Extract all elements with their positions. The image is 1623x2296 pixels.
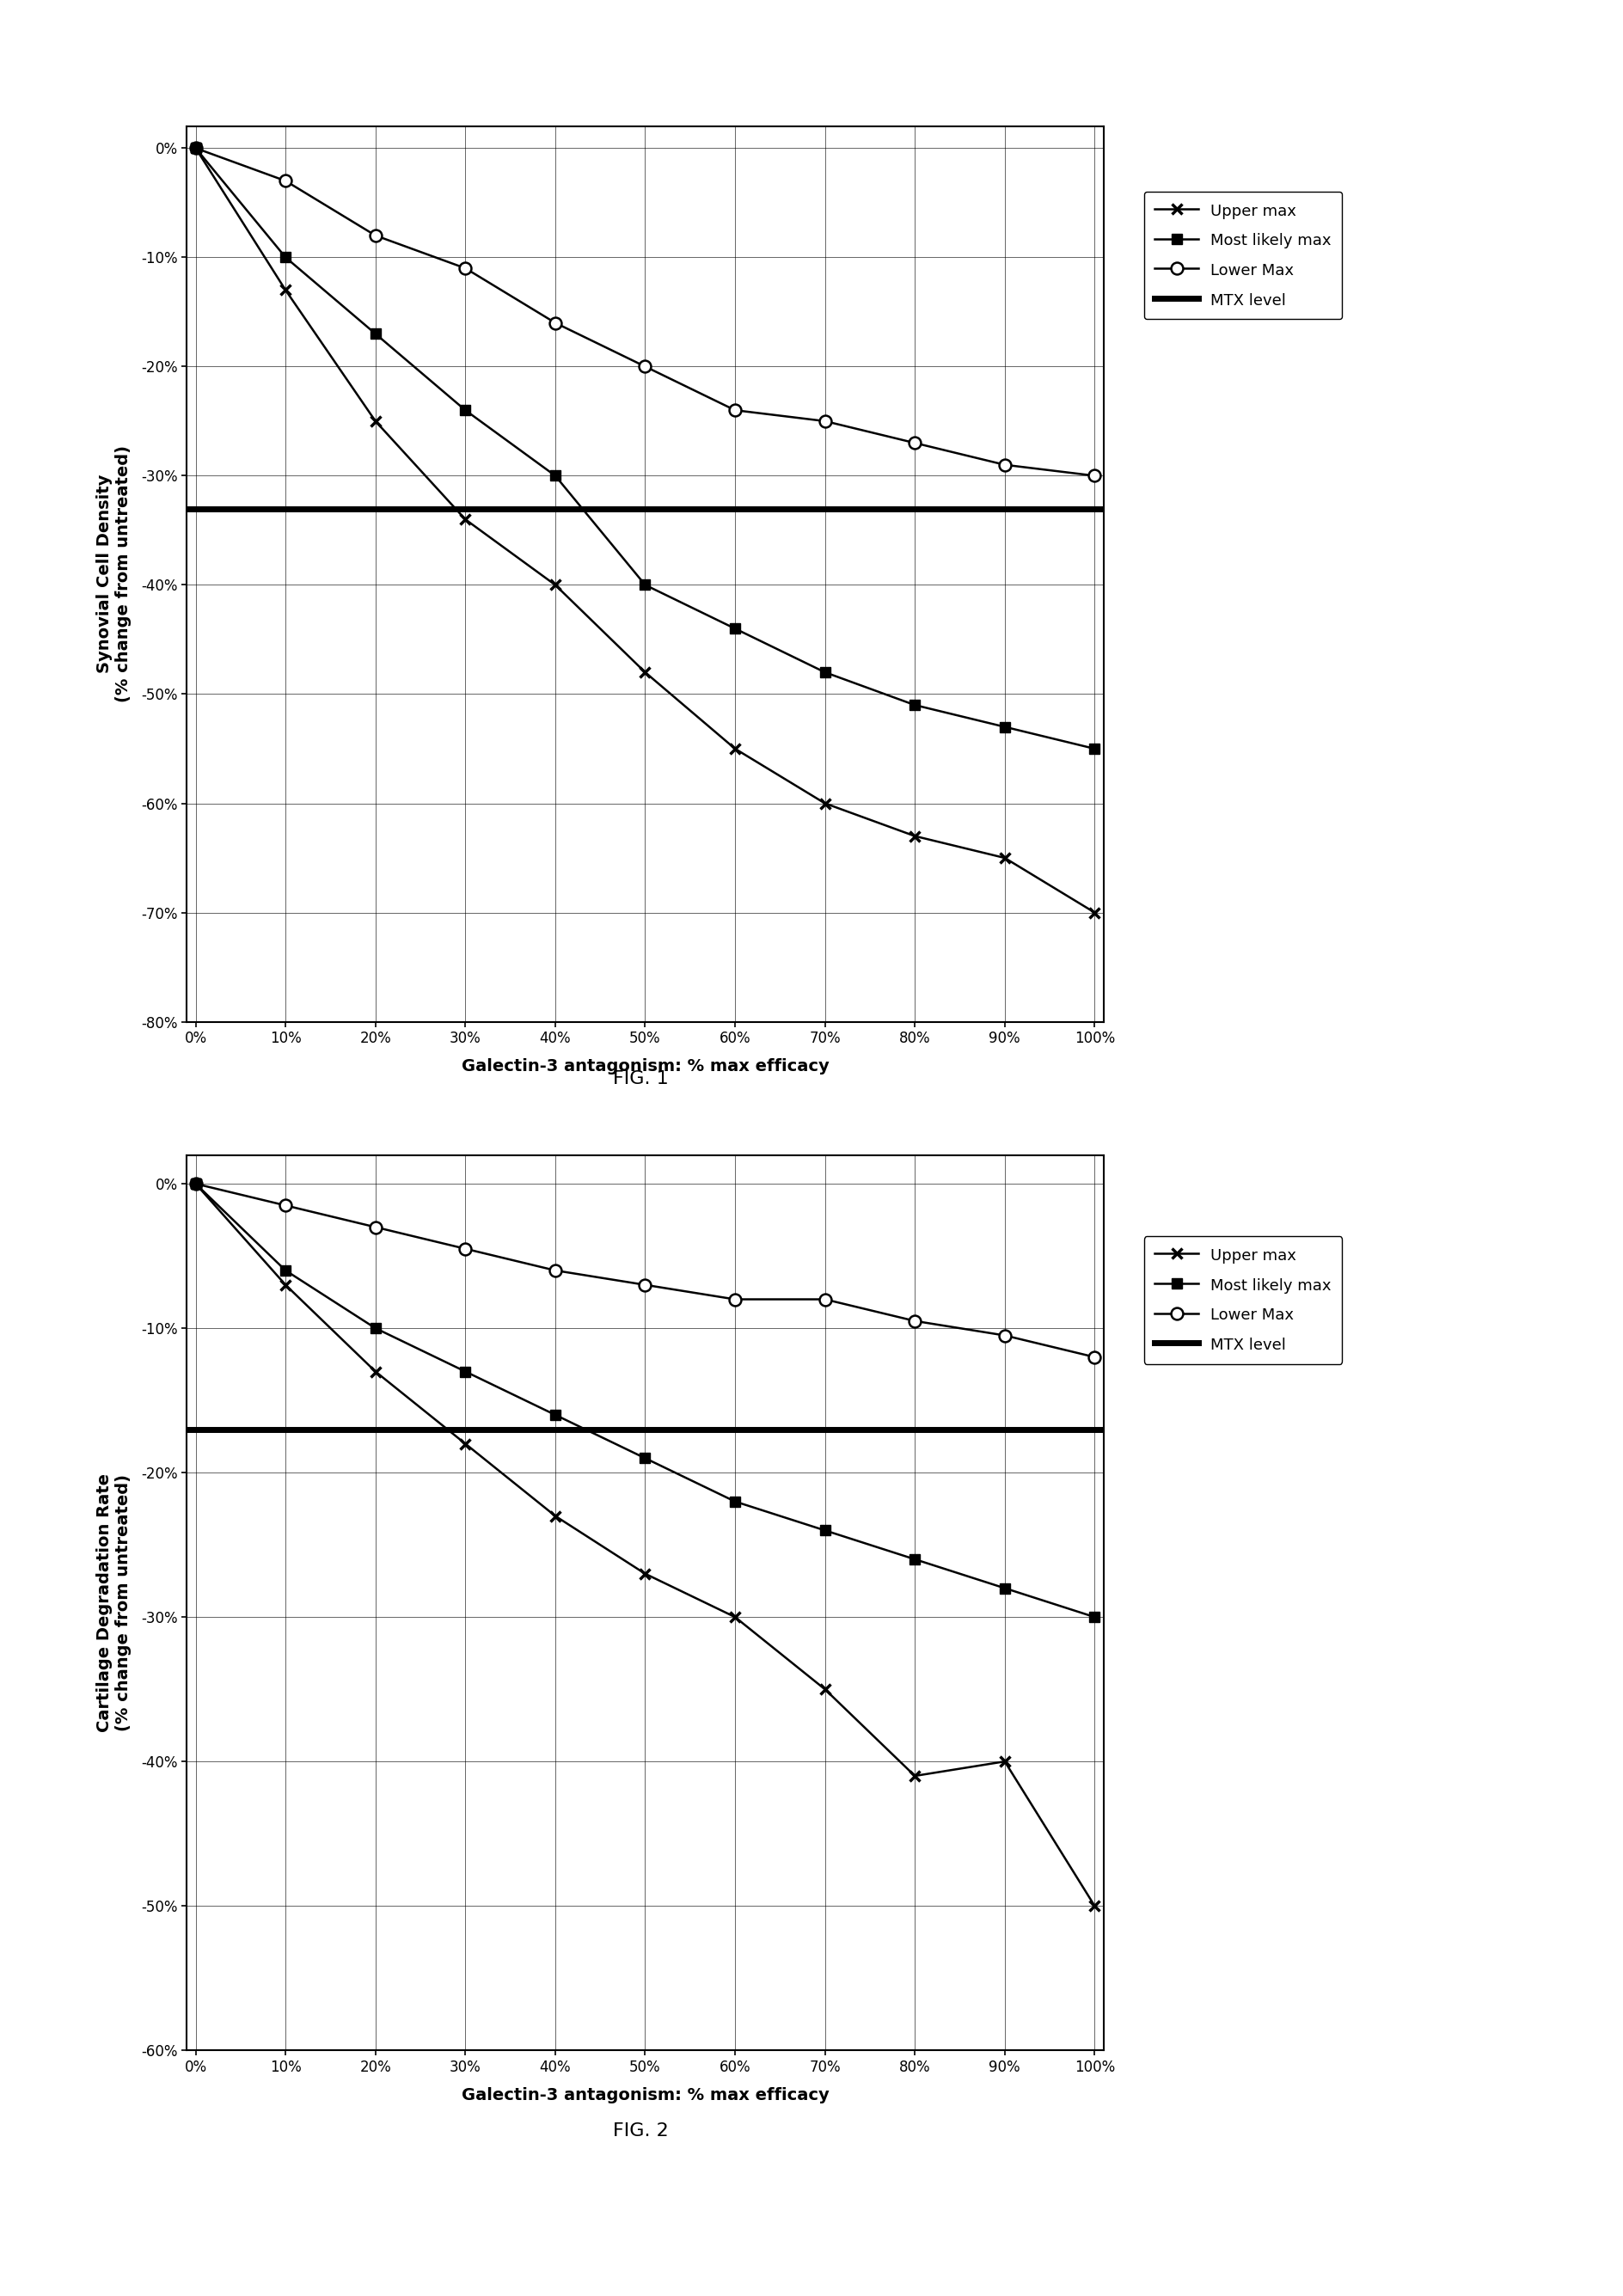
Most likely max: [635, 1444, 654, 1472]
Lower Max: [995, 450, 1014, 478]
Line: Upper max: Upper max: [190, 1178, 1100, 1910]
X-axis label: Galectin-3 antagonism: % max efficacy: Galectin-3 antagonism: % max efficacy: [461, 2087, 829, 2103]
Upper max: [456, 505, 476, 533]
Most likely max: [276, 1256, 295, 1283]
Upper max: [1084, 898, 1104, 925]
Line: Lower Max: Lower Max: [190, 142, 1100, 482]
Most likely max: [815, 659, 834, 687]
Line: Lower Max: Lower Max: [190, 1178, 1100, 1364]
Lower Max: [815, 406, 834, 434]
MTX level: [187, 1417, 206, 1444]
Most likely max: [995, 1575, 1014, 1603]
Upper max: [187, 1171, 206, 1199]
Upper max: [365, 406, 385, 434]
Upper max: [815, 1676, 834, 1704]
Upper max: [815, 790, 834, 817]
Most likely max: [545, 461, 565, 489]
Upper max: [276, 276, 295, 303]
Most likely max: [545, 1401, 565, 1428]
MTX level: [187, 494, 206, 521]
MTX level: [195, 1417, 214, 1444]
Lower Max: [456, 1235, 476, 1263]
Lower Max: [635, 1272, 654, 1300]
Line: Most likely max: Most likely max: [192, 142, 1099, 753]
Most likely max: [635, 572, 654, 599]
Lower Max: [545, 310, 565, 338]
Line: Most likely max: Most likely max: [192, 1180, 1099, 1621]
Most likely max: [187, 135, 206, 163]
Lower Max: [545, 1256, 565, 1283]
Lower Max: [725, 1286, 745, 1313]
Most likely max: [365, 1313, 385, 1341]
Upper max: [635, 659, 654, 687]
X-axis label: Galectin-3 antagonism: % max efficacy: Galectin-3 antagonism: % max efficacy: [461, 1058, 829, 1075]
Upper max: [906, 1761, 925, 1789]
Upper max: [906, 822, 925, 850]
Lower Max: [365, 223, 385, 250]
Lower Max: [187, 1171, 206, 1199]
Most likely max: [1084, 1603, 1104, 1630]
Most likely max: [276, 243, 295, 271]
Y-axis label: Cartilage Degradation Rate
(% change from untreated): Cartilage Degradation Rate (% change fro…: [96, 1474, 131, 1731]
Upper max: [635, 1559, 654, 1587]
Lower Max: [995, 1322, 1014, 1350]
Most likely max: [906, 1545, 925, 1573]
Most likely max: [365, 319, 385, 347]
Lower Max: [906, 1306, 925, 1334]
Upper max: [995, 845, 1014, 872]
Lower Max: [365, 1212, 385, 1240]
Lower Max: [187, 135, 206, 163]
Upper max: [725, 1603, 745, 1630]
Lower Max: [276, 1192, 295, 1219]
Most likely max: [995, 714, 1014, 742]
Most likely max: [456, 397, 476, 425]
Upper max: [187, 135, 206, 163]
Upper max: [456, 1430, 476, 1458]
Lower Max: [815, 1286, 834, 1313]
Legend: Upper max, Most likely max, Lower Max, MTX level: Upper max, Most likely max, Lower Max, M…: [1144, 1235, 1342, 1364]
Most likely max: [1084, 735, 1104, 762]
Lower Max: [456, 255, 476, 282]
Text: FIG. 2: FIG. 2: [613, 2122, 669, 2140]
Most likely max: [815, 1518, 834, 1545]
Lower Max: [725, 397, 745, 425]
Upper max: [276, 1272, 295, 1300]
Text: FIG. 1: FIG. 1: [613, 1070, 669, 1088]
Most likely max: [456, 1357, 476, 1384]
Lower Max: [1084, 461, 1104, 489]
Upper max: [1084, 1892, 1104, 1919]
Most likely max: [906, 691, 925, 719]
Most likely max: [725, 1488, 745, 1515]
MTX level: [195, 494, 214, 521]
Most likely max: [187, 1171, 206, 1199]
Y-axis label: Synovial Cell Density
(% change from untreated): Synovial Cell Density (% change from unt…: [96, 445, 131, 703]
Upper max: [545, 1502, 565, 1529]
Lower Max: [1084, 1343, 1104, 1371]
Lower Max: [906, 429, 925, 457]
Legend: Upper max, Most likely max, Lower Max, MTX level: Upper max, Most likely max, Lower Max, M…: [1144, 191, 1342, 319]
Upper max: [995, 1747, 1014, 1775]
Upper max: [365, 1357, 385, 1384]
Lower Max: [276, 168, 295, 195]
Upper max: [725, 735, 745, 762]
Lower Max: [635, 354, 654, 381]
Line: Upper max: Upper max: [190, 142, 1100, 918]
Most likely max: [725, 615, 745, 643]
Upper max: [545, 572, 565, 599]
